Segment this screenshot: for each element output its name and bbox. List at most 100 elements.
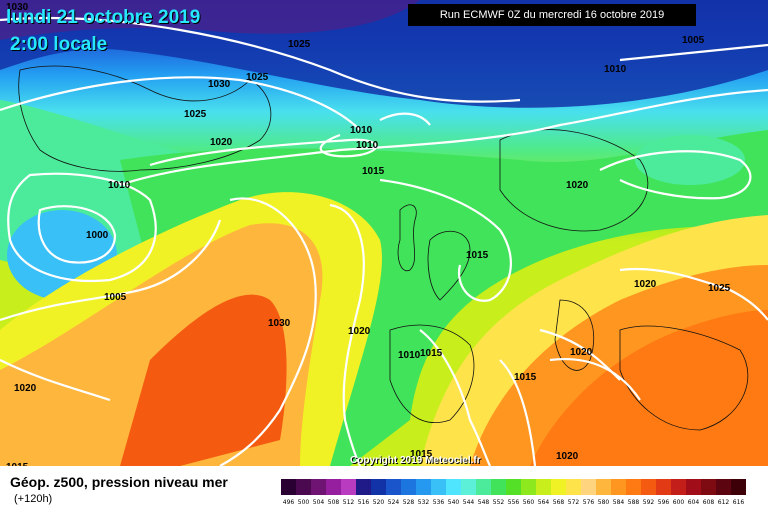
forecast-time: 2:00 locale: [10, 34, 108, 55]
isobar-label: 1010: [604, 64, 627, 75]
map-title: Géop. z500, pression niveau mer: [10, 474, 228, 490]
legend-swatch: [491, 479, 506, 495]
legend-swatch: [401, 479, 416, 495]
legend-value: 596: [657, 499, 670, 506]
forecast-date: lundi 21 octobre 2019: [6, 7, 201, 28]
legend-swatch: [296, 479, 311, 495]
color-legend: [281, 479, 746, 495]
legend-swatch: [476, 479, 491, 495]
legend-swatch: [281, 479, 296, 495]
legend-swatch: [311, 479, 326, 495]
isobar-label: 1020: [634, 279, 657, 290]
legend-value: 604: [687, 499, 700, 506]
legend-value: 536: [432, 499, 445, 506]
legend-value: 548: [477, 499, 490, 506]
legend-swatch: [716, 479, 731, 495]
isobar-label: 1015: [362, 166, 385, 177]
legend-swatch: [701, 479, 716, 495]
isobar-labels: 1030 1025 1030 1025 1025 1020 1010 1010 …: [6, 2, 731, 466]
legend-value: 508: [327, 499, 340, 506]
legend-value: 532: [417, 499, 430, 506]
isobar-label: 1010: [108, 180, 131, 191]
isobar-label: 1020: [566, 180, 589, 191]
legend-value: 600: [672, 499, 685, 506]
legend-value: 556: [507, 499, 520, 506]
isobar-label: 1020: [556, 451, 579, 462]
isobar-label: 1020: [348, 326, 371, 337]
legend-value: 568: [552, 499, 565, 506]
footer: Géop. z500, pression niveau mer (+120h) …: [0, 466, 768, 512]
isobar-label: 1000: [86, 230, 109, 241]
legend-swatch: [536, 479, 551, 495]
legend-swatch: [431, 479, 446, 495]
legend-value: 608: [702, 499, 715, 506]
legend-swatch: [446, 479, 461, 495]
isobar-label: 1025: [288, 39, 311, 50]
legend-swatch: [521, 479, 536, 495]
legend-swatch: [341, 479, 356, 495]
legend-value: 496: [282, 499, 295, 506]
legend-value: 584: [612, 499, 625, 506]
legend-value: 580: [597, 499, 610, 506]
isobar-label: 1030: [208, 79, 231, 90]
isobar-label: 1015: [420, 348, 443, 359]
legend-swatch: [686, 479, 701, 495]
legend-swatch: [326, 479, 341, 495]
legend-value: 560: [522, 499, 535, 506]
legend-swatch: [371, 479, 386, 495]
isobar-label: 1030: [6, 2, 29, 13]
isobar-label: 1010: [398, 350, 421, 361]
isobar-label: 1010: [356, 140, 379, 151]
legend-swatch: [626, 479, 641, 495]
scandinavia-patch: [635, 135, 745, 185]
model-run-label: Run ECMWF 0Z du mercredi 16 octobre 2019: [408, 4, 696, 26]
legend-swatch: [671, 479, 686, 495]
isobar-label: 1025: [246, 72, 269, 83]
isobar-label: 1020: [14, 383, 37, 394]
legend-value: 500: [297, 499, 310, 506]
legend-value: 612: [717, 499, 730, 506]
weather-map: 1030 1025 1030 1025 1025 1020 1010 1010 …: [0, 0, 768, 466]
geopotential-ridge-red: [120, 294, 287, 466]
isobar-label: 1015: [410, 449, 433, 460]
legend-swatch: [461, 479, 476, 495]
legend-swatch: [356, 479, 371, 495]
lead-time: (+120h): [14, 493, 53, 505]
legend-value: 512: [342, 499, 355, 506]
legend-value: 576: [582, 499, 595, 506]
legend-swatch: [641, 479, 656, 495]
legend-value: 544: [462, 499, 475, 506]
legend-value: 528: [402, 499, 415, 506]
isobar-label: 1015: [514, 372, 537, 383]
legend-labels: 496 500 504 508 512 516 520 524 528 532 536 540 544 5…: [281, 499, 746, 506]
legend-swatch: [596, 479, 611, 495]
isobar-label: 1025: [184, 109, 207, 120]
legend-value: 564: [537, 499, 550, 506]
legend-swatch: [386, 479, 401, 495]
legend-swatch: [506, 479, 521, 495]
legend-value: 516: [357, 499, 370, 506]
legend-value: 616: [732, 499, 745, 506]
isobar-lines: [0, 16, 768, 466]
legend-swatch: [731, 479, 746, 495]
legend-swatch: [416, 479, 431, 495]
geopotential-band-north: [0, 0, 768, 108]
legend-value: 524: [387, 499, 400, 506]
isobar-label: 1005: [104, 292, 127, 303]
isobar-label: 1015: [466, 250, 489, 261]
legend-swatch: [566, 479, 581, 495]
legend-value: 592: [642, 499, 655, 506]
isobar-label: 1015: [6, 462, 29, 466]
isobar-label: 1010: [350, 125, 373, 136]
legend-swatch: [551, 479, 566, 495]
legend-swatch: [581, 479, 596, 495]
legend-value: 588: [627, 499, 640, 506]
legend-value: 572: [567, 499, 580, 506]
legend-swatch: [656, 479, 671, 495]
legend-value: 504: [312, 499, 325, 506]
isobar-label: 1025: [708, 283, 731, 294]
legend-value: 552: [492, 499, 505, 506]
legend-value: 520: [372, 499, 385, 506]
isobar-label: 1005: [682, 35, 705, 46]
copyright-notice: Copyright 2019 Meteociel.fr: [350, 455, 481, 466]
